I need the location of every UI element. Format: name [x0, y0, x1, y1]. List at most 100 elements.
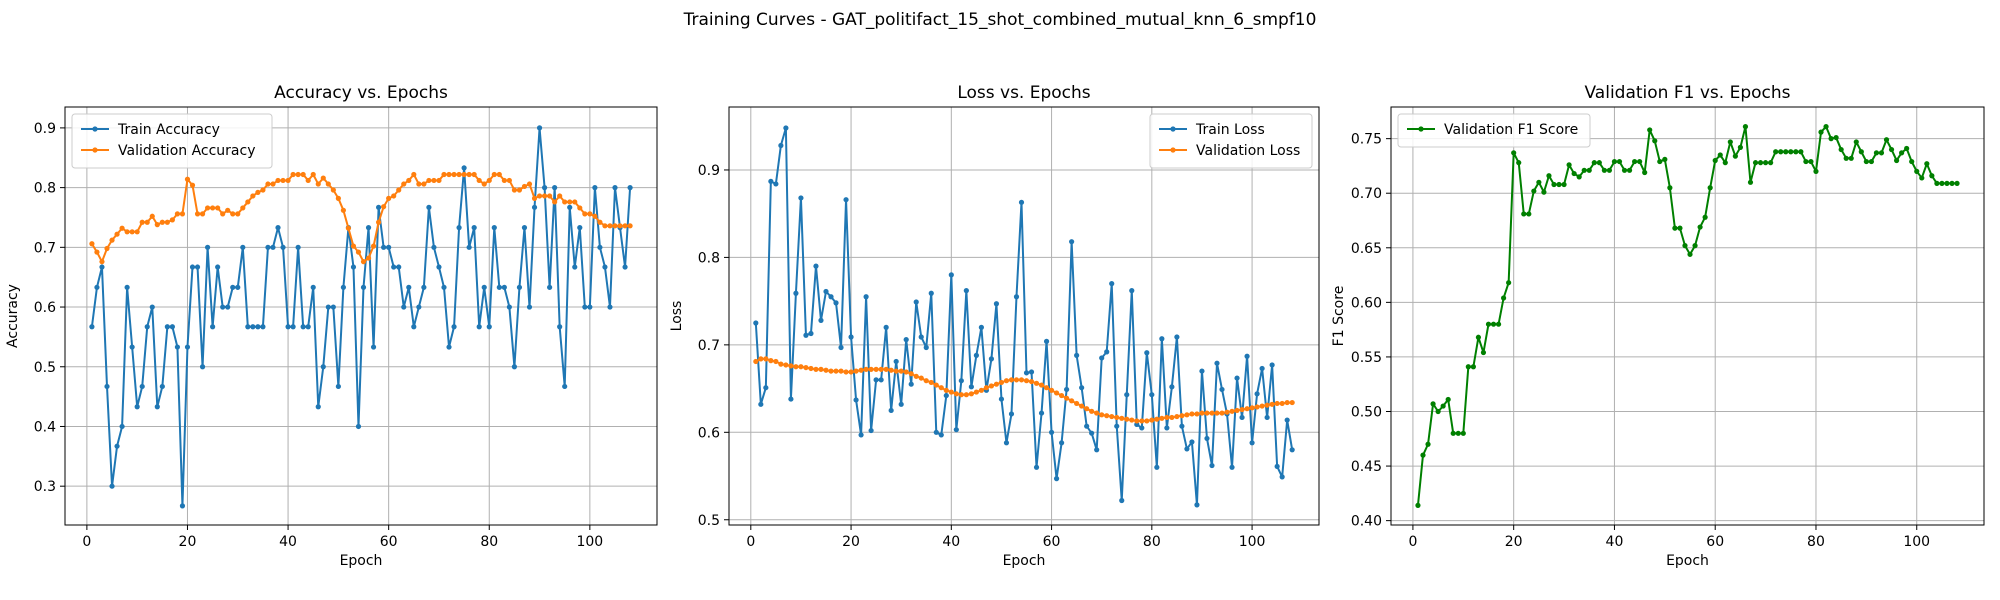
data-point	[144, 219, 150, 225]
data-point	[476, 177, 482, 184]
legend-marker	[1170, 147, 1176, 153]
data-point	[1008, 377, 1015, 383]
data-point	[572, 199, 578, 205]
data-point	[567, 204, 573, 210]
data-point	[1863, 158, 1869, 165]
data-point	[376, 219, 382, 225]
data-point	[491, 225, 497, 231]
data-point	[225, 304, 231, 310]
data-point	[1425, 441, 1431, 447]
data-point	[330, 187, 336, 193]
data-point	[1637, 158, 1643, 165]
data-point	[1219, 410, 1225, 416]
data-point	[1420, 452, 1426, 458]
data-point	[813, 263, 819, 269]
data-point	[159, 219, 165, 225]
data-point	[391, 193, 397, 199]
data-point	[300, 171, 306, 178]
data-point	[1506, 280, 1512, 286]
data-point	[1239, 406, 1245, 413]
data-point	[1033, 464, 1040, 470]
data-point	[1074, 352, 1080, 358]
data-point	[1254, 391, 1260, 397]
data-point	[1099, 355, 1105, 361]
plot-frame	[64, 106, 658, 526]
data-point	[1626, 167, 1633, 173]
data-point	[220, 304, 226, 310]
data-point	[1904, 145, 1910, 152]
data-point	[913, 373, 919, 379]
data-point	[215, 264, 221, 270]
data-point	[431, 177, 437, 184]
data-point	[531, 195, 538, 201]
data-point	[993, 381, 1000, 387]
data-point	[1909, 158, 1915, 165]
data-point	[1064, 395, 1070, 401]
data-point	[1089, 408, 1095, 414]
data-point	[567, 199, 573, 205]
data-point	[1616, 158, 1623, 165]
data-point	[562, 199, 568, 205]
data-point	[421, 284, 427, 290]
data-point	[838, 368, 844, 374]
data-point	[1043, 385, 1050, 391]
legend-box	[71, 113, 273, 169]
panel-title: Loss vs. Epochs	[957, 83, 1090, 103]
y-tick-label: 0.3	[34, 479, 56, 495]
data-point	[381, 244, 387, 250]
data-point	[1621, 167, 1628, 173]
data-point	[476, 324, 482, 330]
data-point	[1219, 386, 1225, 393]
data-point	[365, 225, 372, 231]
data-point	[255, 189, 261, 195]
data-point	[888, 367, 894, 373]
data-point	[963, 392, 969, 398]
x-axis-label: Epoch	[1003, 553, 1046, 569]
data-point	[320, 175, 326, 181]
series-2	[89, 171, 633, 265]
data-point	[1672, 225, 1678, 231]
data-point	[305, 324, 311, 330]
data-point	[466, 171, 472, 178]
y-axis-label: Loss	[669, 301, 685, 332]
data-point	[386, 244, 392, 250]
data-point	[612, 223, 618, 229]
data-point	[290, 324, 296, 330]
y-tick-label: 0.9	[34, 121, 56, 137]
data-point	[577, 225, 583, 231]
data-point	[1455, 430, 1461, 436]
legend-box	[1397, 113, 1591, 148]
data-point	[461, 171, 467, 178]
data-point	[451, 171, 457, 178]
data-point	[416, 181, 422, 187]
data-point	[1174, 413, 1180, 420]
x-tick-label: 20	[842, 534, 860, 550]
data-point	[129, 229, 135, 235]
data-point	[1677, 225, 1683, 231]
data-point	[1692, 243, 1698, 249]
data-point	[325, 181, 331, 187]
data-point	[923, 378, 929, 384]
data-point	[1129, 417, 1135, 423]
data-point	[1194, 411, 1200, 417]
data-point	[401, 181, 407, 187]
data-point	[1783, 149, 1789, 155]
data-point	[245, 199, 251, 205]
data-point	[1873, 150, 1880, 156]
data-point	[119, 225, 125, 231]
data-point	[230, 284, 236, 290]
data-point	[114, 443, 120, 449]
data-point	[1109, 413, 1115, 420]
data-point	[376, 204, 382, 210]
data-point	[1732, 153, 1738, 159]
data-point	[280, 177, 286, 184]
data-point	[1279, 400, 1285, 407]
data-point	[1234, 407, 1240, 414]
data-point	[441, 284, 447, 290]
data-point	[194, 211, 201, 217]
data-point	[1189, 439, 1195, 445]
data-point	[788, 396, 794, 402]
data-point	[310, 284, 316, 290]
data-point	[612, 185, 618, 191]
data-point	[833, 368, 839, 374]
